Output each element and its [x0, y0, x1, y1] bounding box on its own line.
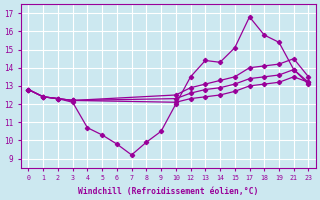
X-axis label: Windchill (Refroidissement éolien,°C): Windchill (Refroidissement éolien,°C) [78, 187, 259, 196]
